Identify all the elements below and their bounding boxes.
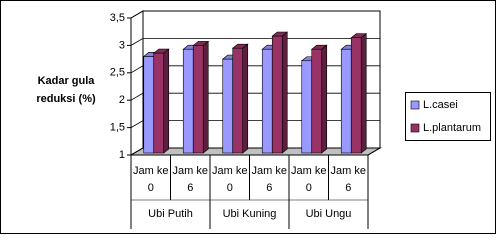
bar-side [281,31,288,154]
x-tick-label: Jam ke 6 [172,165,208,194]
bar-front [301,60,313,154]
bar-front [192,45,204,154]
bar [350,33,368,154]
y-tick-label: 3,5 [110,12,125,24]
group-label: Ubi Putih [148,208,193,220]
bar-front [222,58,234,154]
bar-front [340,48,352,154]
bar [271,31,289,154]
bar [152,48,170,154]
bar-front [311,48,323,154]
side-wall [130,10,144,156]
y-tick-label: 1,5 [110,122,125,134]
legend-swatch [410,123,420,133]
group-label: Ubi Ungu [305,208,352,220]
bar-front [271,35,283,154]
table-line [367,147,381,156]
x-tick-label: Jam ke 0 [212,165,248,194]
grid-line [130,65,380,74]
x-tick-label: Jam ke 6 [330,165,366,194]
grid-line [130,120,380,128]
y-tick-label: 3 [119,39,125,51]
x-tick-label: Jam ke 0 [133,165,169,194]
chart: 1 1,5 2 2,5 3 3,5 L.casei L.plantarum Kadar gul… [0,0,496,234]
x-tick-label: Jam ke 6 [251,165,287,194]
chart-canvas: 1 1,5 2 2,5 3 3,5 L.casei L.plantarum [0,0,496,234]
bar [310,44,328,154]
y-axis-label: Kadar gula reduksi (%) [36,75,96,105]
bar [231,43,249,154]
bar-side [242,43,249,154]
y-tick-label: 1 [119,149,125,161]
grid-line [130,147,380,156]
bar [192,40,210,154]
bar-front [182,48,194,154]
legend-label: L.casei [423,99,458,111]
group-label: Ubi Kuning [222,208,277,220]
legend-box [405,92,491,141]
bar-front [261,48,273,154]
bar-front [350,37,362,154]
bar-front [232,47,244,154]
x-tick-label: Jam ke 0 [291,165,327,194]
y-tick-label: 2 [119,94,125,106]
bar-side [163,48,170,154]
bar-side [360,33,367,154]
bar-front [153,52,165,154]
bar-front [143,56,155,154]
bar-side [202,40,209,154]
legend-label: L.plantarum [423,122,481,134]
grid-line [130,38,380,46]
grid-line [130,92,380,101]
y-tick-label: 2,5 [110,67,125,79]
bar-side [321,44,328,154]
grid-line [130,10,380,19]
legend-swatch [410,100,420,110]
